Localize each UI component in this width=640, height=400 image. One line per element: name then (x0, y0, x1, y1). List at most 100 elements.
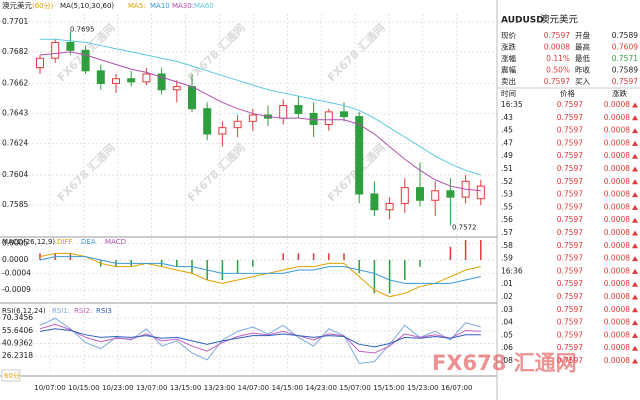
tick-change: 0.0008 (604, 126, 630, 135)
quote-cell: 卖出 (501, 76, 516, 86)
candle-body (294, 105, 303, 114)
tick-change: 0.0008 (604, 279, 630, 288)
tick-time: .57 (501, 228, 513, 237)
x-tick-label: 14/23:00 (305, 384, 336, 392)
tick-price: 0.7597 (557, 100, 583, 109)
up-arrow (632, 332, 638, 338)
line (39, 256, 481, 284)
legend-entry: MA5: (128, 2, 146, 10)
tick-time: .45 (501, 126, 513, 135)
quote-cell: 0.0008 (544, 43, 570, 52)
quote-cell: 0.7597 (544, 31, 570, 40)
up-arrow (632, 320, 638, 326)
candle-body (157, 73, 166, 91)
x-tick-label: 10/15:00 (68, 384, 99, 392)
tick-change: 0.0008 (604, 254, 630, 263)
quote-cell: 0.7589 (612, 66, 638, 75)
tick-change: 0.0008 (604, 330, 630, 339)
candle-body (172, 86, 181, 91)
tick-price: 0.7597 (557, 126, 583, 135)
tick-time: .03 (501, 305, 513, 314)
chart-title: 澳元美元 (2, 0, 32, 10)
tick-price: 0.7597 (557, 279, 583, 288)
quote-cell: 现价 (501, 31, 516, 40)
legend-entry: DIFF (57, 238, 73, 246)
x-tick-label: 16/07:00 (441, 384, 472, 392)
tick-price: 0.7597 (557, 343, 583, 352)
tick-price: 0.7597 (557, 318, 583, 327)
candle-body (309, 112, 318, 125)
macd-bar (297, 253, 300, 260)
tick-change: 0.0008 (604, 318, 630, 327)
candle-body (233, 120, 242, 129)
candle-body (416, 187, 424, 201)
tick-price: 0.7597 (557, 151, 583, 160)
up-arrow (632, 230, 638, 236)
up-arrow (632, 179, 638, 185)
y-tick-label: 0.7585 (2, 200, 28, 209)
annotation: 0.7572 (452, 224, 477, 232)
y-tick-label: 0.7701 (2, 17, 28, 26)
tick-time: .51 (501, 164, 513, 173)
up-arrow (632, 192, 638, 198)
up-arrow (632, 256, 638, 262)
line (39, 323, 481, 354)
up-arrow (632, 128, 638, 134)
quote-cell: 涨跌 (501, 42, 516, 52)
macd-bar (449, 246, 452, 260)
legend-entry: RSI2: (74, 307, 92, 315)
tick-change: 0.0008 (604, 343, 630, 352)
candle-body (218, 127, 227, 135)
tick-price: 0.7597 (557, 202, 583, 211)
tick-time: 16:35 (501, 100, 523, 109)
y-tick-label: 55.6406 (2, 326, 33, 335)
quote-cell: 0.7609 (612, 43, 638, 52)
candle-body (340, 111, 348, 118)
candle-body (112, 78, 120, 84)
tick-change: 0.0008 (604, 266, 630, 275)
table-header: 价格 (560, 88, 575, 98)
panel-title: RSI(6,12,24) (2, 307, 46, 315)
x-tick-label: 13/23:00 (204, 384, 235, 392)
y-tick-label: 0.7662 (2, 78, 28, 87)
tick-time: .47 (501, 138, 513, 147)
x-tick-label: 13/07:00 (136, 384, 167, 392)
macd-bar (252, 260, 254, 267)
tick-price: 0.7597 (557, 113, 583, 122)
line (39, 328, 481, 348)
candle-body (476, 185, 485, 200)
macd-bar (480, 240, 482, 260)
tick-change: 0.0008 (604, 177, 630, 186)
up-arrow (632, 268, 638, 274)
tick-price: 0.7597 (557, 215, 583, 224)
x-tick-label: 10/23:00 (102, 384, 133, 392)
tick-time: .08 (501, 356, 513, 365)
legend-entry: DEA (81, 238, 96, 246)
candle-body (431, 190, 440, 201)
candle-body (36, 57, 44, 69)
tick-change: 0.0008 (604, 305, 630, 314)
candle-body (324, 111, 333, 126)
y-tick-label: 70.3456 (2, 313, 33, 322)
tick-change: 0.0008 (604, 138, 630, 147)
x-tick-label: 13/15:00 (170, 384, 201, 392)
macd-bar (419, 260, 421, 267)
candle-body (279, 105, 288, 119)
quote-cell: 涨幅 (501, 53, 516, 63)
macd-bar (373, 260, 376, 294)
candle-body (127, 78, 136, 83)
watermark: FX678 汇通网 (432, 351, 577, 375)
macd-bar (312, 253, 315, 260)
legend-entry: MA60 (194, 2, 214, 10)
quote-cell: 最高 (575, 42, 590, 52)
tick-time: .55 (501, 202, 513, 211)
up-arrow (632, 140, 638, 146)
up-arrow (632, 217, 638, 223)
period-button[interactable] (1, 369, 21, 382)
tick-time: .49 (501, 151, 513, 160)
tick-change: 0.0008 (604, 100, 630, 109)
quote-cell: 0.7589 (612, 31, 638, 40)
table-header: 时间 (501, 88, 516, 98)
